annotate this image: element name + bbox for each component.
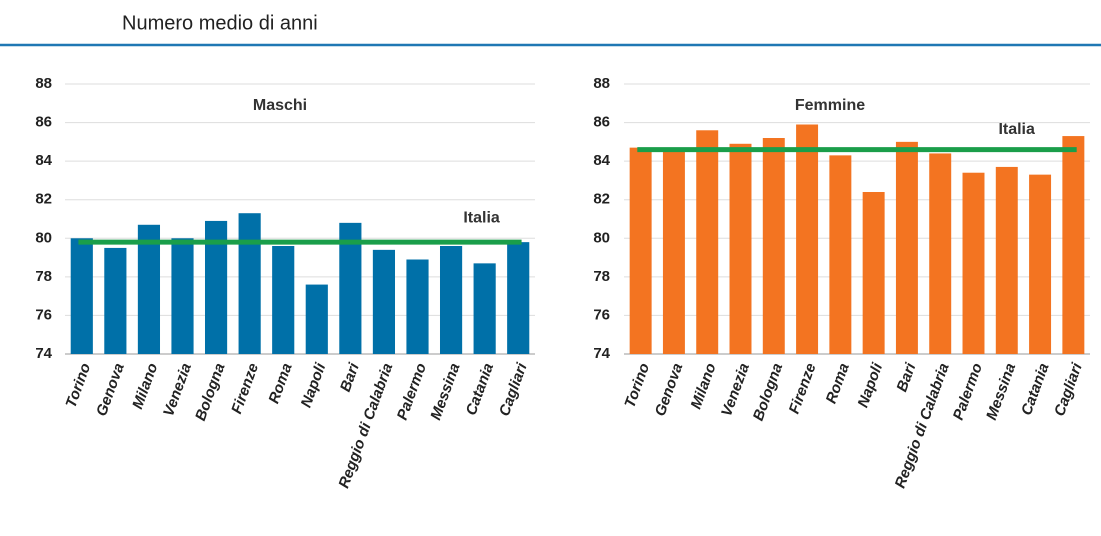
y-tick-label: 84 — [593, 152, 610, 169]
bar — [238, 213, 261, 354]
bar — [796, 124, 819, 354]
x-tick-label: Firenze — [228, 361, 262, 416]
reference-label: Italia — [998, 121, 1035, 138]
x-tick-label: Messina — [427, 361, 463, 422]
bar — [995, 166, 1018, 354]
y-tick-label: 76 — [35, 306, 52, 323]
x-tick-label: Bari — [337, 360, 363, 394]
bar — [862, 192, 885, 354]
x-tick-label: Roma — [823, 361, 853, 406]
x-tick-label: Torino — [621, 361, 653, 410]
x-tick-label: Bari — [893, 360, 919, 394]
bar — [473, 263, 496, 354]
x-tick-label: Catania — [1018, 361, 1053, 418]
y-tick-label: 80 — [593, 229, 610, 246]
series-label: Femmine — [795, 97, 865, 114]
bar — [1062, 136, 1085, 354]
y-tick-label: 80 — [35, 229, 52, 246]
x-tick-label: Torino — [63, 361, 95, 410]
bar — [372, 249, 396, 354]
x-tick-label: Bologna — [750, 361, 786, 423]
y-tick-label: 82 — [593, 191, 610, 208]
y-tick-label: 82 — [35, 191, 52, 208]
bar — [662, 149, 685, 354]
x-tick-label: Milano — [687, 361, 719, 411]
bar — [272, 246, 295, 354]
y-tick-label: 74 — [593, 345, 610, 362]
bar — [962, 172, 985, 354]
x-tick-label: Milano — [129, 361, 161, 411]
bar — [305, 284, 328, 354]
x-tick-label: Catania — [463, 361, 498, 418]
y-tick-label: 78 — [35, 268, 52, 285]
bar — [171, 238, 194, 354]
x-tick-label: Messina — [983, 361, 1019, 422]
x-tick-label: Napoli — [298, 360, 330, 410]
bar — [406, 259, 429, 354]
series-label: Maschi — [253, 97, 307, 114]
y-tick-label: 84 — [35, 152, 52, 169]
x-tick-label: Cagliari — [496, 360, 531, 418]
y-tick-label: 78 — [593, 268, 610, 285]
x-tick-label: Napoli — [854, 360, 886, 410]
y-tick-label: 76 — [593, 306, 610, 323]
x-tick-label: Genova — [93, 361, 128, 419]
bar — [204, 220, 228, 354]
bar — [929, 153, 952, 354]
y-tick-label: 86 — [593, 114, 610, 131]
x-tick-label: Venezia — [718, 361, 753, 419]
bar — [629, 147, 652, 354]
x-tick-label: Palermo — [394, 361, 430, 422]
bar — [829, 155, 852, 354]
bar — [70, 238, 93, 354]
bar — [1029, 174, 1052, 354]
subtitle: Numero medio di anni — [122, 12, 318, 34]
bar — [895, 141, 918, 354]
y-tick-label: 88 — [35, 75, 52, 92]
y-tick-label: 86 — [35, 114, 52, 131]
bar — [137, 224, 161, 354]
x-tick-label: Firenze — [786, 361, 820, 416]
y-tick-label: 88 — [593, 75, 610, 92]
bar — [339, 222, 362, 354]
x-tick-label: Genova — [652, 361, 687, 419]
y-tick-label: 74 — [35, 345, 52, 362]
reference-label: Italia — [463, 209, 500, 226]
bar — [104, 247, 127, 354]
bar — [729, 143, 752, 354]
bar — [762, 138, 785, 354]
x-tick-label: Roma — [265, 361, 295, 406]
x-tick-label: Venezia — [160, 361, 195, 419]
bar — [507, 242, 530, 354]
x-tick-label: Bologna — [192, 361, 228, 423]
bar — [696, 130, 719, 354]
x-tick-label: Cagliari — [1051, 360, 1086, 418]
bar — [439, 246, 463, 354]
x-tick-label: Palermo — [950, 361, 986, 422]
